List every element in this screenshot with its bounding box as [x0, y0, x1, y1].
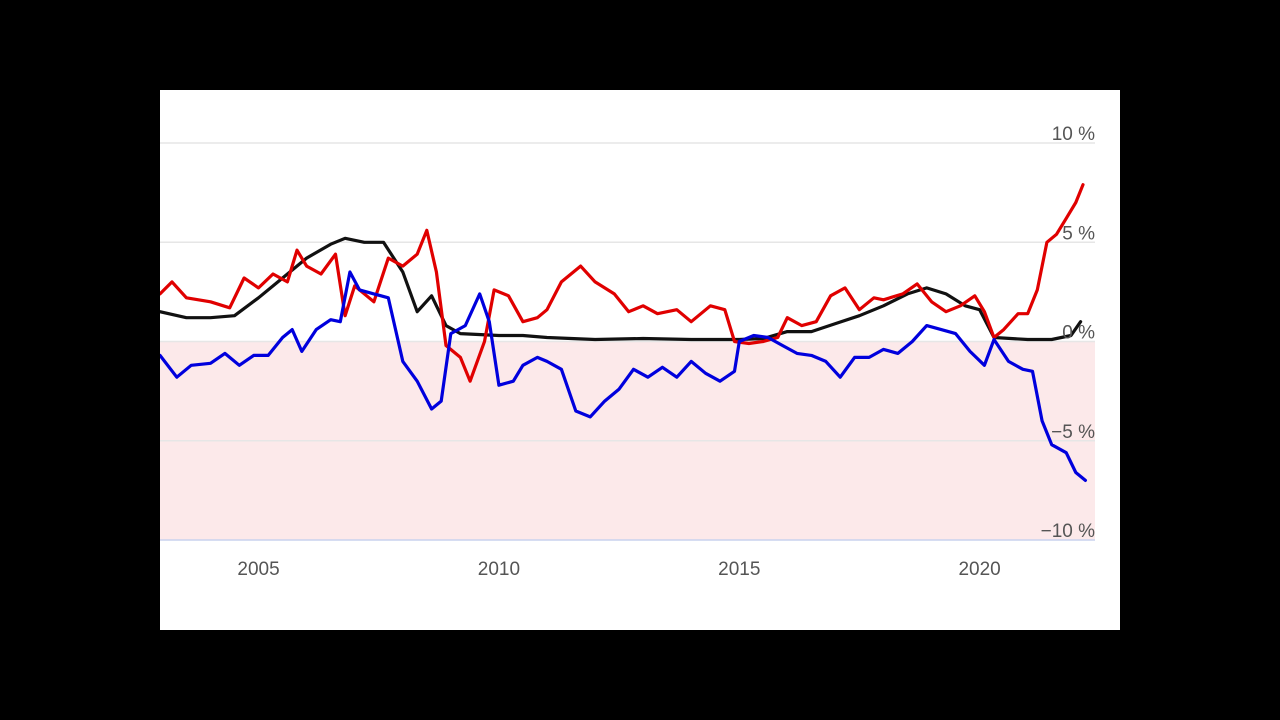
- x-tick-label: 2015: [718, 559, 760, 580]
- chart-panel: 10 % 5 % 0 % −5 % −10 % 2005 2010 2015 2020: [160, 90, 1120, 630]
- series-line-0: [160, 236, 1083, 342]
- y-tick-label: −10 %: [1041, 521, 1096, 542]
- y-tick-labels: 10 % 5 % 0 % −5 % −10 %: [1041, 124, 1096, 542]
- line-chart: 10 % 5 % 0 % −5 % −10 % 2005 2010 2015 2020: [160, 124, 1096, 580]
- series-lines: [160, 183, 1087, 482]
- y-tick-label: 0 %: [1062, 323, 1095, 344]
- x-tick-labels: 2005 2010 2015 2020: [237, 559, 1000, 580]
- x-tick-label: 2020: [958, 559, 1000, 580]
- y-tick-label: 10 %: [1052, 124, 1095, 145]
- gridlines: [160, 142, 1095, 442]
- x-tick-label: 2010: [478, 559, 520, 580]
- series-line-2: [160, 270, 1087, 482]
- y-tick-label: 5 %: [1062, 223, 1095, 244]
- x-tick-label: 2005: [237, 559, 279, 580]
- y-tick-label: −5 %: [1051, 422, 1095, 443]
- series-line-1: [160, 183, 1085, 383]
